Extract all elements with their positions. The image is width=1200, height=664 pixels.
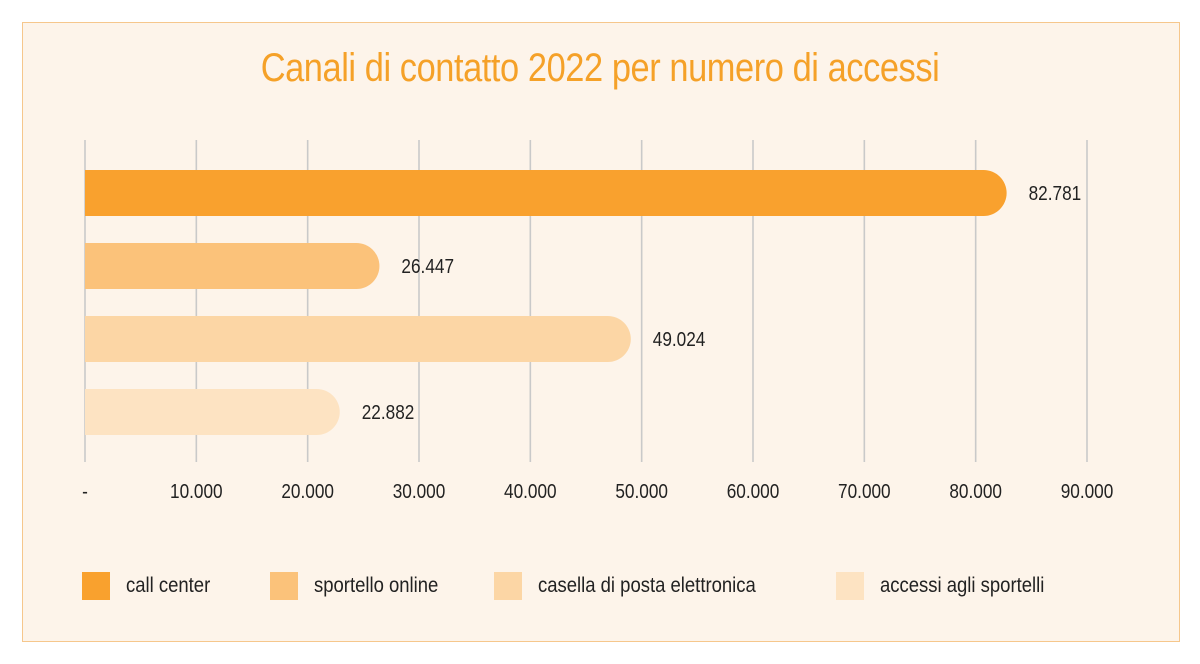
bar <box>85 170 1007 216</box>
x-axis-ticks: - 10.000 20.000 30.000 40.000 50.000 60.000 70.… <box>82 480 1113 503</box>
x-tick-label: 50.000 <box>615 480 668 503</box>
x-tick-label: 40.000 <box>504 480 557 503</box>
x-tick-label: 30.000 <box>393 480 446 503</box>
bar-value-label: 49.024 <box>653 328 706 351</box>
legend-swatch <box>270 572 298 600</box>
x-tick-label: 70.000 <box>838 480 891 503</box>
bar-value-label: 22.882 <box>362 401 415 424</box>
legend-swatch <box>494 572 522 600</box>
bar <box>85 389 340 435</box>
legend-item: casella di posta elettronica <box>494 568 785 604</box>
bar-value-label: 82.781 <box>1029 182 1082 205</box>
bars <box>85 170 1007 435</box>
x-tick-label: 80.000 <box>949 480 1002 503</box>
legend-label: call center <box>126 574 211 597</box>
legend-label: casella di posta elettronica <box>538 574 756 597</box>
value-labels: 82.781 26.447 49.024 22.882 <box>362 182 1081 424</box>
bar <box>85 243 380 289</box>
x-tick-label: 60.000 <box>727 480 780 503</box>
legend-item: call center <box>82 568 222 604</box>
legend: call center sportello online casella di po… <box>0 568 1200 604</box>
legend-label: accessi agli sportelli <box>880 574 1045 597</box>
legend-swatch <box>82 572 110 600</box>
legend-item: sportello online <box>270 568 455 604</box>
x-tick-label: 90.000 <box>1061 480 1114 503</box>
x-tick-label: 20.000 <box>281 480 334 503</box>
legend-label: sportello online <box>314 574 439 597</box>
x-tick-label: 10.000 <box>170 480 223 503</box>
chart-title: Canali di contatto 2022 per numero di ac… <box>260 46 940 90</box>
legend-swatch <box>836 572 864 600</box>
x-tick-label: - <box>82 480 88 503</box>
bar <box>85 316 631 362</box>
bar-value-label: 26.447 <box>401 255 454 278</box>
legend-item: accessi agli sportelli <box>836 568 1067 604</box>
